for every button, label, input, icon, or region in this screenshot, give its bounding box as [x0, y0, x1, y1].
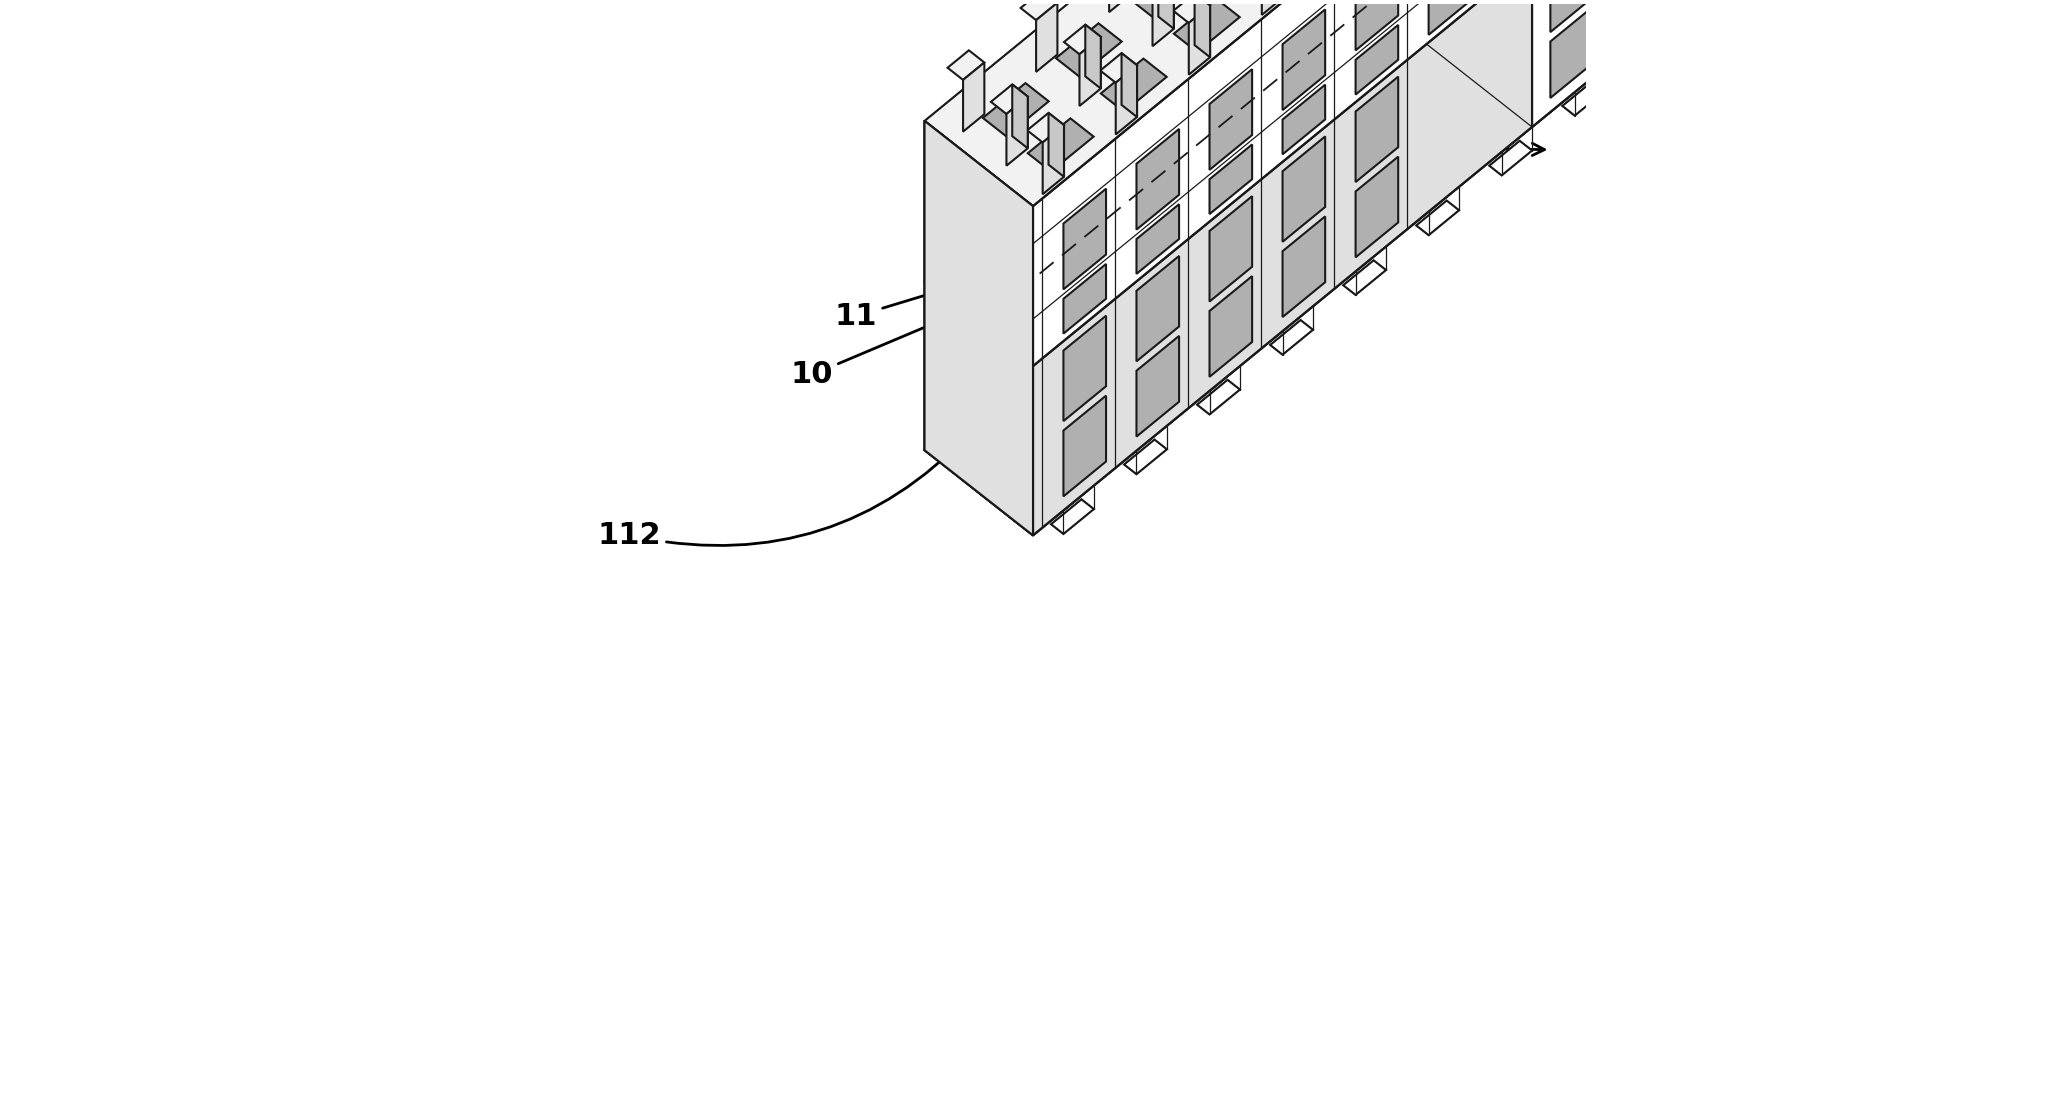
Polygon shape: [1550, 0, 1591, 32]
Text: 10: 10: [791, 193, 1240, 389]
Polygon shape: [1136, 129, 1180, 230]
Polygon shape: [1490, 140, 1533, 175]
Polygon shape: [1064, 396, 1105, 496]
Polygon shape: [1033, 0, 1824, 366]
Polygon shape: [926, 281, 1033, 535]
Polygon shape: [1052, 500, 1093, 534]
Polygon shape: [1283, 216, 1324, 317]
Polygon shape: [992, 85, 1027, 114]
Polygon shape: [1109, 0, 1130, 12]
Polygon shape: [1122, 54, 1136, 117]
Polygon shape: [1283, 85, 1324, 154]
Polygon shape: [1064, 264, 1105, 333]
Polygon shape: [1173, 0, 1240, 52]
Polygon shape: [1188, 6, 1211, 75]
Polygon shape: [1271, 320, 1314, 355]
Polygon shape: [948, 50, 983, 80]
Polygon shape: [983, 84, 1050, 136]
Polygon shape: [1056, 23, 1122, 77]
Polygon shape: [1209, 277, 1252, 377]
Polygon shape: [1283, 9, 1324, 110]
Polygon shape: [1064, 25, 1101, 55]
Polygon shape: [926, 0, 1824, 535]
Text: 112: 112: [597, 416, 985, 550]
Polygon shape: [1064, 316, 1105, 421]
Polygon shape: [1116, 66, 1136, 135]
Polygon shape: [1101, 54, 1136, 83]
Polygon shape: [1027, 113, 1064, 143]
Polygon shape: [1428, 0, 1471, 35]
Polygon shape: [1209, 196, 1252, 301]
Polygon shape: [1196, 380, 1240, 415]
Polygon shape: [926, 0, 1824, 206]
Polygon shape: [926, 120, 1033, 535]
Text: 11: 11: [835, 184, 1283, 331]
Polygon shape: [926, 120, 1033, 366]
Polygon shape: [1136, 256, 1180, 361]
Polygon shape: [1085, 25, 1101, 88]
Polygon shape: [1355, 0, 1399, 50]
Polygon shape: [1050, 113, 1064, 177]
Polygon shape: [1012, 85, 1027, 148]
Polygon shape: [1209, 69, 1252, 169]
Polygon shape: [1033, 0, 1824, 535]
Polygon shape: [1064, 188, 1105, 290]
Polygon shape: [1006, 97, 1027, 166]
Text: 200: 200: [1072, 128, 1545, 157]
Polygon shape: [1355, 156, 1399, 258]
Polygon shape: [1355, 25, 1399, 95]
Polygon shape: [1173, 0, 1211, 23]
Polygon shape: [1043, 125, 1064, 194]
Polygon shape: [1153, 0, 1173, 46]
Polygon shape: [1355, 77, 1399, 182]
Polygon shape: [1159, 0, 1173, 29]
Polygon shape: [1283, 136, 1324, 242]
Polygon shape: [1533, 0, 1824, 127]
Polygon shape: [1550, 9, 1591, 98]
Polygon shape: [1027, 118, 1093, 172]
Polygon shape: [1194, 0, 1211, 57]
Polygon shape: [926, 0, 1824, 366]
Polygon shape: [1618, 0, 1657, 43]
Polygon shape: [1124, 439, 1167, 474]
Polygon shape: [1209, 145, 1252, 214]
Polygon shape: [1035, 2, 1058, 71]
Polygon shape: [1078, 37, 1101, 106]
Polygon shape: [1021, 0, 1058, 20]
Polygon shape: [1128, 0, 1194, 17]
Polygon shape: [1101, 59, 1167, 112]
Polygon shape: [963, 62, 983, 132]
Polygon shape: [1136, 204, 1180, 274]
Polygon shape: [1262, 0, 1283, 14]
Polygon shape: [1562, 81, 1605, 116]
Polygon shape: [926, 120, 1033, 535]
Polygon shape: [1136, 336, 1180, 437]
Polygon shape: [1415, 201, 1459, 235]
Polygon shape: [1343, 260, 1386, 295]
Polygon shape: [1636, 21, 1678, 56]
